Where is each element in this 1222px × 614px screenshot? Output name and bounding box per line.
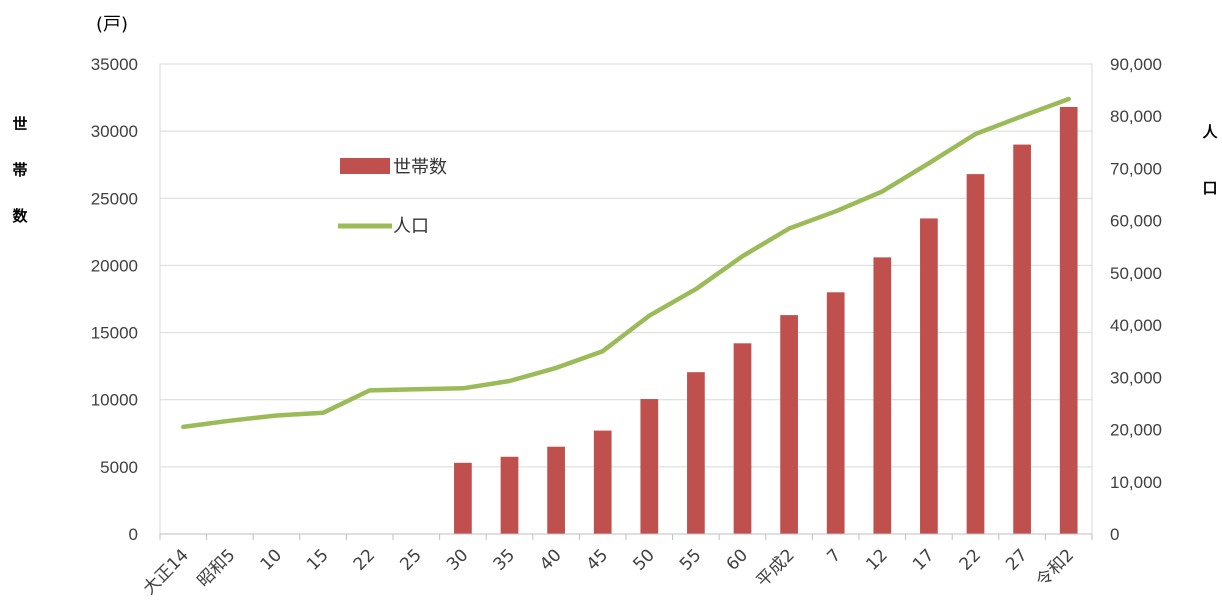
left-tick-label: 15000 [91,324,138,343]
legend-label-population: 人口 [393,216,429,237]
right-tick-label: 40,000 [1110,316,1162,335]
x-tick-label: 35 [490,545,519,574]
x-tick-label: 令和2 [1032,545,1078,591]
x-tick-label: 40 [536,545,565,574]
bar-12 [873,257,892,534]
plot-border [159,63,1093,535]
x-tick-label: 平成2 [753,545,799,591]
bar-30 [454,462,472,534]
right-tick-label: 50,000 [1110,264,1162,283]
right-tick-label: 80,000 [1110,107,1162,126]
left-axis-label-char-1: 世 [12,115,27,133]
legend: 世帯数 人口 [338,157,447,237]
bar-40 [547,446,565,534]
bar-35 [500,456,519,534]
right-axis-label-char-2: 口 [1202,179,1217,197]
x-tick-label: 27 [1002,545,1031,574]
x-tick-label: 45 [583,545,612,574]
left-tick-label: 0 [129,525,138,544]
line-series-population [181,96,1071,430]
x-tick-label: 17 [909,545,938,574]
bar-50 [640,399,659,534]
left-tick-label: 5000 [100,458,138,477]
right-axis-label-char-1: 人 [1202,123,1218,141]
x-tick-label: 22 [956,545,985,574]
left-tick-label: 25000 [91,189,138,208]
left-tick-label: 35000 [91,55,138,74]
left-tick-label: 20000 [91,256,138,275]
x-tick-label: 22 [350,545,379,574]
population-line [181,96,1071,430]
legend-label-households: 世帯数 [393,157,447,178]
bar-17 [920,218,938,534]
legend-swatch-households [340,158,390,174]
left-tick-label: 30000 [91,122,138,141]
x-tick-label: 15 [303,545,332,574]
bar-55 [687,372,705,534]
left-axis-ticks: 0 5000 10000 15000 20000 25000 30000 35000 [91,55,138,544]
bar-45 [593,430,612,534]
unit-label: (戸) [96,14,128,35]
x-tick-label: 12 [862,545,891,574]
right-axis-ticks: 0 10,000 20,000 30,000 40,000 50,000 60,000 70,… [1110,55,1162,544]
right-tick-label: 0 [1110,525,1119,544]
x-tick-label: 7 [823,545,845,567]
x-axis-ticks: 大正14 昭和5 10 15 22 25 30 35 40 45 50 55 60 平成2 7 12 17 22 2… [139,545,1078,598]
bar-27 [1013,144,1031,535]
x-tick-label: 大正14 [139,545,192,598]
bar-7 [826,292,845,534]
right-tick-label: 70,000 [1110,159,1162,178]
bar-22 [966,174,985,534]
right-tick-label: 90,000 [1110,55,1162,74]
left-axis-label-char-3: 数 [12,207,28,225]
x-tick-label: 50 [629,545,658,574]
x-tick-label: 55 [676,545,705,574]
left-tick-label: 10000 [91,391,138,410]
bar-令和2 [1059,106,1078,534]
x-tick-label: 10 [257,545,286,574]
right-tick-label: 60,000 [1110,212,1162,231]
bar-60 [733,343,752,534]
right-tick-label: 10,000 [1110,473,1162,492]
x-tick-label: 60 [723,545,752,574]
axes [159,533,1093,540]
left-axis-label-char-2: 帯 [12,161,27,179]
right-tick-label: 20,000 [1110,421,1162,440]
right-tick-label: 30,000 [1110,368,1162,387]
x-tick-label: 25 [396,545,425,574]
x-tick-label: 30 [443,545,472,574]
bars-series-households [454,106,1078,535]
x-tick-label: 昭和5 [194,545,240,591]
gridlines [159,63,1093,535]
bar-平成2 [780,315,798,534]
